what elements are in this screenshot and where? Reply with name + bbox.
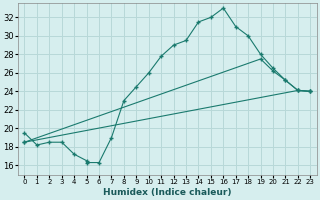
X-axis label: Humidex (Indice chaleur): Humidex (Indice chaleur): [103, 188, 232, 197]
